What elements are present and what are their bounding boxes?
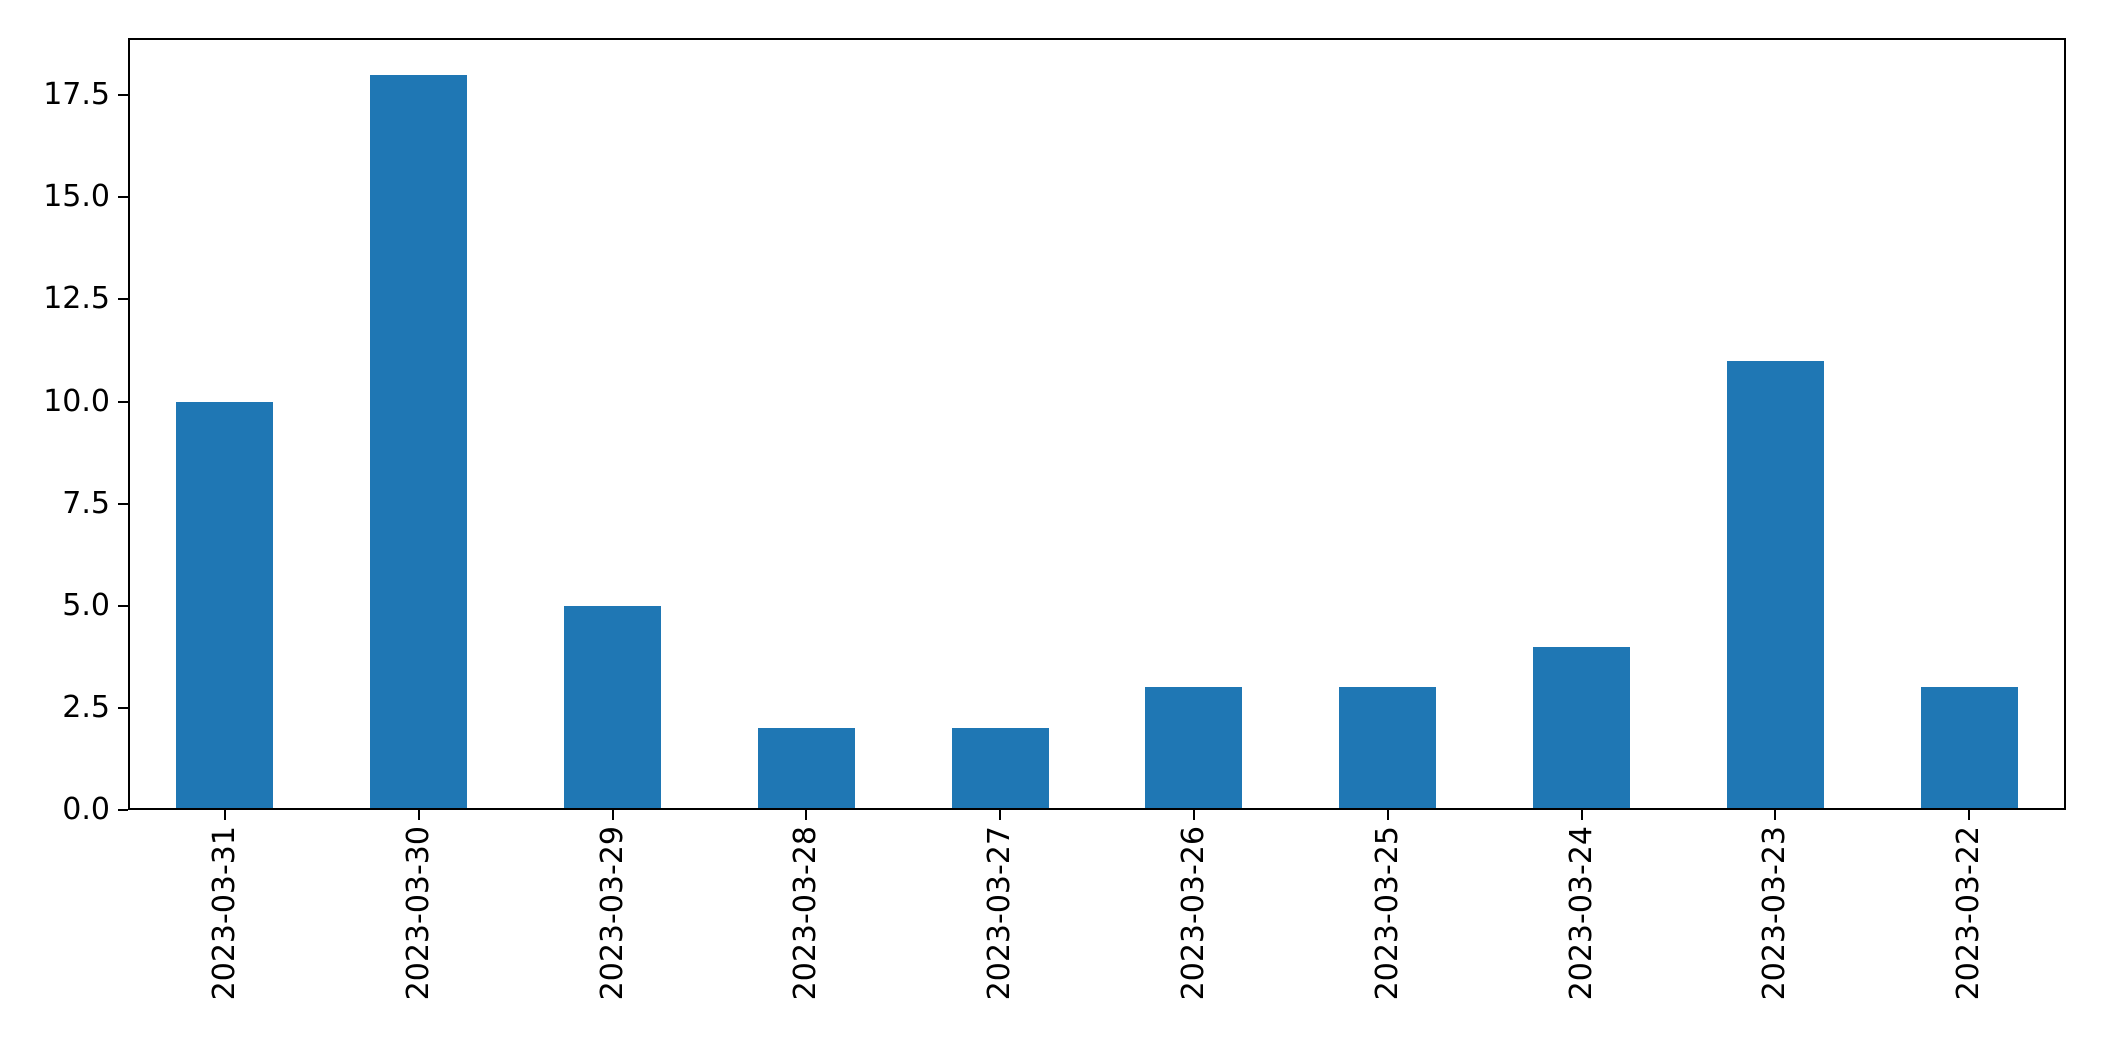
bar: [757, 728, 855, 808]
bar: [1726, 360, 1824, 808]
y-tick-label: 15.0: [43, 179, 110, 215]
x-tick-mark: [1968, 810, 1971, 820]
x-tick-mark: [1386, 810, 1389, 820]
bar: [176, 401, 274, 808]
x-tick-label: 2023-03-29: [594, 826, 630, 1001]
y-tick-mark: [118, 94, 128, 97]
bar: [1920, 687, 2018, 808]
y-tick-label: 2.5: [62, 689, 110, 725]
x-tick-mark: [1774, 810, 1777, 820]
y-tick-mark: [118, 298, 128, 301]
x-tick-mark: [417, 810, 420, 820]
x-tick-label: 2023-03-23: [1757, 826, 1793, 1001]
y-tick-mark: [118, 502, 128, 505]
y-tick-mark: [118, 706, 128, 709]
y-tick-mark: [118, 604, 128, 607]
y-tick-label: 12.5: [43, 281, 110, 317]
bar: [564, 605, 661, 808]
bar: [951, 728, 1049, 808]
y-tick-label: 7.5: [62, 485, 110, 521]
bar: [370, 74, 468, 808]
x-tick-mark: [223, 810, 226, 820]
x-tick-mark: [1580, 810, 1583, 820]
y-tick-label: 10.0: [43, 383, 110, 419]
x-tick-label: 2023-03-22: [1951, 826, 1987, 1001]
x-tick-label: 2023-03-24: [1563, 826, 1599, 1001]
x-tick-label: 2023-03-28: [788, 826, 824, 1001]
y-tick-mark: [118, 196, 128, 199]
y-tick-label: 5.0: [62, 587, 110, 623]
y-tick-mark: [118, 809, 128, 811]
x-tick-label: 2023-03-30: [400, 826, 436, 1001]
bar: [1533, 646, 1630, 808]
x-tick-mark: [999, 810, 1002, 820]
x-tick-label: 2023-03-27: [982, 826, 1018, 1001]
y-tick-label: 17.5: [43, 77, 110, 113]
x-tick-mark: [1192, 810, 1195, 820]
x-tick-mark: [611, 810, 614, 820]
y-tick-mark: [118, 400, 128, 403]
x-tick-label: 2023-03-31: [206, 826, 242, 1001]
x-tick-label: 2023-03-25: [1369, 826, 1405, 1001]
x-tick-mark: [805, 810, 808, 820]
x-tick-label: 2023-03-26: [1175, 826, 1211, 1001]
y-tick-label: 0.0: [62, 792, 110, 827]
bar: [1339, 687, 1437, 808]
bar: [1145, 687, 1243, 808]
